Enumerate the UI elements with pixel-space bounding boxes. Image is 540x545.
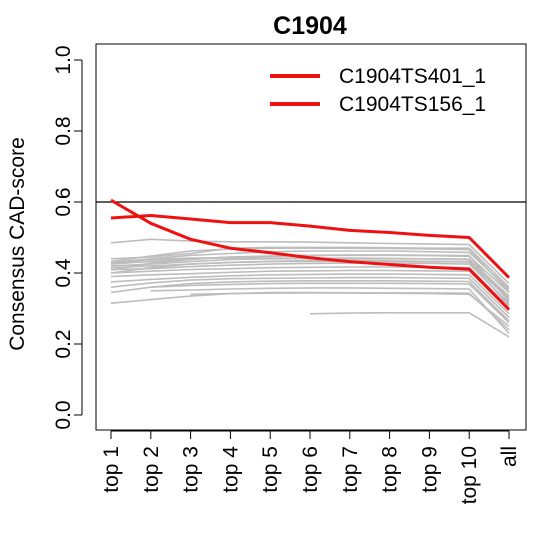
- y-tick-label: 0.4: [52, 258, 75, 288]
- background-series-line-18: [191, 293, 509, 330]
- x-tick-label: top 9: [418, 446, 441, 493]
- x-tick-label: top 1: [100, 446, 123, 493]
- x-tick-label: top 7: [339, 446, 362, 493]
- x-tick-label: top 4: [219, 446, 242, 493]
- legend-label: C1904TS401_1: [339, 65, 486, 88]
- y-tick-label: 0.2: [52, 329, 75, 358]
- legend-label: C1904TS156_1: [339, 93, 486, 116]
- x-tick-label: top 2: [140, 446, 163, 493]
- y-axis-label: Consensus CAD-score: [6, 137, 29, 351]
- x-tick-label: top 10: [458, 446, 481, 504]
- background-series-line-19: [310, 313, 509, 337]
- y-tick-label: 0.8: [52, 116, 75, 145]
- x-tick-label: all: [498, 446, 521, 467]
- chart-title: C1904: [273, 12, 347, 40]
- x-tick-label: top 6: [299, 446, 322, 493]
- y-tick-label: 1.0: [52, 45, 75, 74]
- background-series-group: [111, 239, 509, 337]
- x-tick-label: top 8: [379, 446, 402, 493]
- x-tick-label: top 3: [180, 446, 203, 493]
- x-tick-label: top 5: [259, 446, 282, 493]
- legend: C1904TS401_1 C1904TS156_1: [270, 65, 486, 116]
- y-tick-label: 0.0: [52, 400, 75, 429]
- x-axis: top 1 top 2 top 3 top 4 top 5 top 6 top 7 top 8…: [100, 431, 521, 504]
- y-axis: 0.0 0.2 0.4 0.6 0.8 1.0: [52, 45, 82, 429]
- background-series-line-12: [111, 293, 509, 327]
- y-tick-label: 0.6: [52, 187, 75, 216]
